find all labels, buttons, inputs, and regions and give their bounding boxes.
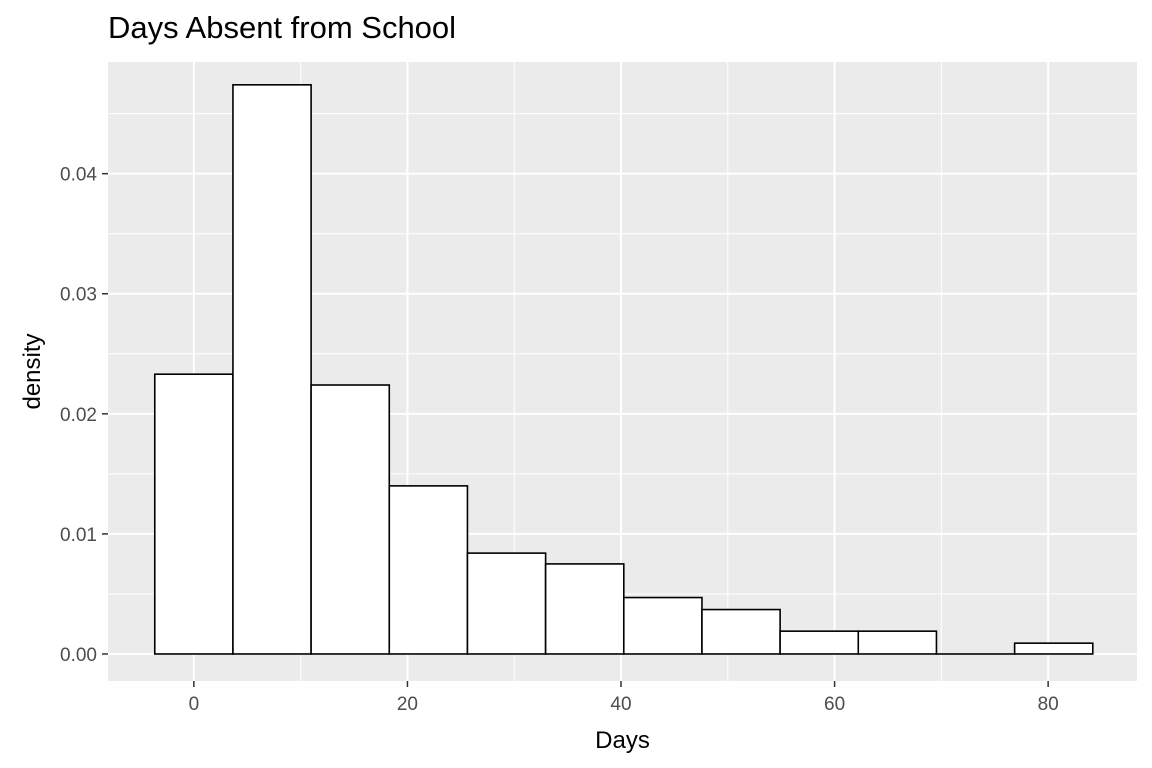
x-tick-label: 80 [1038,694,1059,715]
x-tick-label: 60 [824,694,845,715]
histogram-bar [388,485,469,655]
y-axis-title: density [19,333,46,409]
x-tick-label: 20 [397,694,418,715]
histogram-bar [779,630,860,655]
histogram-bar [857,630,938,655]
histogram-bar [701,608,781,655]
histogram-bar [1013,642,1094,655]
x-tick-label: 40 [610,694,631,715]
y-tick-label: 0.04 [60,165,97,186]
x-axis-title: Days [595,727,650,754]
histogram-bar [310,384,391,655]
histogram-bar [466,552,547,655]
x-axis: 0 20 40 60 80 [189,681,1059,715]
histogram-bars [153,84,1094,655]
histogram-bar [622,596,703,655]
y-tick-label: 0.03 [60,285,97,306]
x-tick-label: 0 [189,694,200,715]
y-axis: 0.00 0.01 0.02 0.03 0.04 [60,165,108,666]
histogram-bar [232,84,312,655]
histogram-bar [153,373,234,655]
y-tick-label: 0.00 [60,645,97,666]
chart-title: Days Absent from School [108,10,457,45]
histogram-bar [544,563,625,655]
y-tick-label: 0.01 [60,525,97,546]
y-tick-label: 0.02 [60,405,97,426]
